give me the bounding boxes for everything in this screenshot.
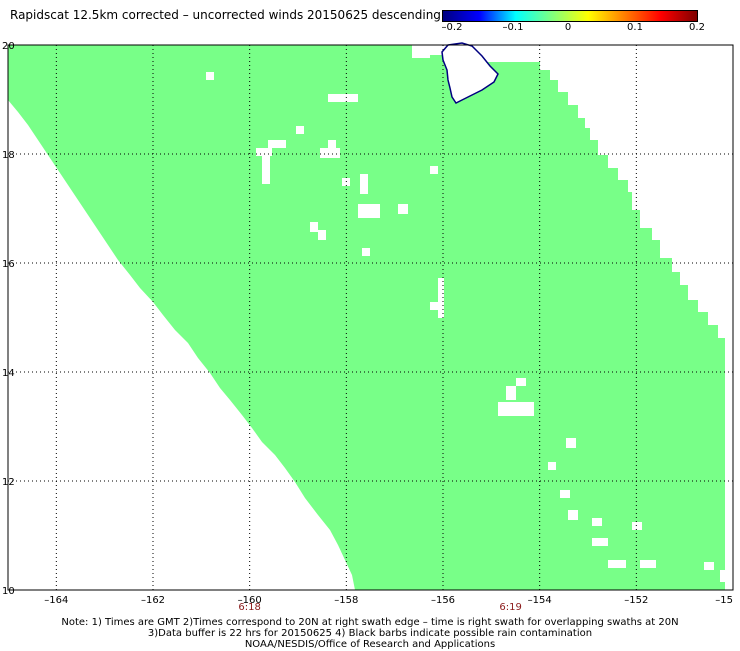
longitude-tick-label: –154 bbox=[528, 595, 552, 606]
longitude-tick-label: –152 bbox=[624, 595, 648, 606]
longitude-tick-label: –160 bbox=[238, 595, 262, 606]
data-gap bbox=[640, 560, 656, 568]
longitude-tick-label: –15 bbox=[715, 595, 733, 606]
chart-title: Rapidscat 12.5km corrected – uncorrected… bbox=[10, 8, 441, 22]
data-gap bbox=[720, 570, 725, 582]
latitude-tick-label: 16 bbox=[2, 259, 15, 270]
longitude-tick-label: –156 bbox=[431, 595, 455, 606]
footnote-line: 3)Data buffer is 22 hrs for 20150625 4) … bbox=[147, 628, 593, 639]
data-gap bbox=[262, 156, 270, 184]
swath-time-label: 6:19 bbox=[499, 602, 521, 613]
footnote-line: Note: 1) Times are GMT 2)Times correspon… bbox=[61, 617, 679, 628]
latitude-tick-label: 20 bbox=[2, 41, 15, 52]
data-gap bbox=[358, 204, 380, 218]
data-gap bbox=[430, 302, 438, 310]
hawaii-island-outline bbox=[441, 42, 499, 104]
data-gap bbox=[318, 230, 326, 240]
data-gap bbox=[506, 386, 516, 400]
data-gap bbox=[256, 148, 272, 156]
swath-coverage bbox=[8, 45, 725, 590]
latitude-tick-label: 12 bbox=[2, 477, 15, 488]
map-frame bbox=[7, 44, 734, 591]
data-gap bbox=[632, 522, 642, 530]
colorbar-label: 0 bbox=[564, 22, 572, 33]
lat-lon-grid bbox=[8, 45, 733, 590]
data-gap bbox=[360, 174, 368, 194]
data-gap bbox=[362, 248, 370, 256]
data-gap bbox=[704, 562, 714, 570]
data-gap bbox=[328, 94, 358, 102]
data-gap bbox=[310, 222, 318, 232]
colorbar-label: 0.1 bbox=[627, 22, 643, 33]
data-gap bbox=[592, 518, 602, 526]
data-gap bbox=[430, 166, 438, 174]
data-gap bbox=[268, 140, 286, 148]
latitude-tick-label: 18 bbox=[2, 150, 15, 161]
footnote-line: NOAA/NESDIS/Office of Research and Appli… bbox=[244, 639, 496, 650]
data-gap bbox=[516, 378, 526, 386]
data-gap bbox=[566, 438, 576, 448]
colorbar-label: –0.2 bbox=[441, 22, 463, 33]
swath-layer bbox=[8, 45, 725, 590]
data-gap bbox=[592, 538, 608, 546]
data-gap bbox=[548, 462, 556, 470]
data-gap bbox=[438, 278, 444, 318]
axis-labels: –164 –162 –160 –158 –156 –154 –152 –15 10 12 14 16 1… bbox=[2, 41, 733, 613]
latitude-tick-label: 14 bbox=[2, 368, 15, 379]
color-scale-bar bbox=[442, 10, 698, 22]
swath-time-label: 6:18 bbox=[238, 602, 260, 613]
longitude-tick-label: –164 bbox=[44, 595, 68, 606]
longitude-tick-label: –162 bbox=[141, 595, 165, 606]
latitude-tick-label: 10 bbox=[2, 586, 15, 597]
colorbar-label: –0.1 bbox=[502, 22, 524, 33]
longitude-tick-label: –158 bbox=[334, 595, 358, 606]
data-gap bbox=[328, 140, 336, 148]
data-gap bbox=[320, 148, 340, 158]
data-gap bbox=[560, 490, 570, 498]
data-gap bbox=[608, 560, 626, 568]
data-gap bbox=[296, 126, 304, 134]
data-gap bbox=[568, 510, 578, 520]
data-gap bbox=[398, 204, 408, 214]
data-gap bbox=[206, 72, 214, 80]
colorbar-label: 0.2 bbox=[689, 22, 705, 33]
data-gap bbox=[498, 402, 534, 416]
